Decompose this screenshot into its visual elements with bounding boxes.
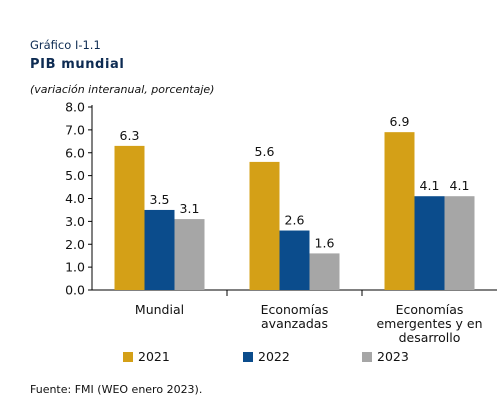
bar-2021 — [384, 132, 415, 290]
y-tick-label: 7.0 — [65, 122, 85, 137]
bar-2023 — [309, 253, 340, 290]
bar-2022 — [414, 196, 445, 290]
chart-source: Fuente: FMI (WEO enero 2023). — [30, 383, 203, 396]
y-tick-label: 4.0 — [65, 191, 85, 206]
x-category-label: avanzadas — [261, 316, 328, 331]
bar-data-label: 1.6 — [315, 235, 335, 250]
y-tick-label: 2.0 — [65, 237, 85, 252]
chart-title: PIB mundial — [30, 57, 125, 72]
chart-kicker: Gráfico I-1.1 — [30, 38, 101, 52]
x-category-label: Economías — [396, 302, 464, 317]
chart-subtitle: (variación interanual, porcentaje) — [30, 83, 215, 96]
legend-label: 2023 — [377, 349, 409, 364]
y-tick-label: 8.0 — [65, 100, 85, 115]
legend-label: 2021 — [138, 349, 170, 364]
legend-swatch-2023 — [362, 352, 372, 362]
bar-data-label: 3.1 — [180, 201, 200, 216]
legend-swatch-2022 — [243, 352, 253, 362]
y-tick-label: 6.0 — [65, 145, 85, 160]
bar-data-label: 6.3 — [120, 128, 140, 143]
bar-2022 — [279, 230, 310, 290]
legend-swatch-2021 — [123, 352, 133, 362]
bar-data-label: 2.6 — [285, 213, 305, 228]
y-tick-label: 5.0 — [65, 168, 85, 183]
bar-2022 — [144, 209, 175, 290]
y-tick-label: 0.0 — [65, 283, 85, 298]
x-category-label: Economías — [261, 302, 329, 317]
x-category-label: Mundial — [135, 302, 184, 317]
bar-data-label: 4.1 — [420, 178, 440, 193]
bar-data-label: 4.1 — [450, 178, 470, 193]
bar-data-label: 5.6 — [255, 144, 275, 159]
bar-2021 — [114, 145, 145, 290]
x-category-label: desarrollo — [399, 330, 461, 345]
bar-2023 — [174, 219, 205, 290]
y-tick-label: 1.0 — [65, 260, 85, 275]
bar-2023 — [444, 196, 475, 290]
x-category-label: emergentes y en — [376, 316, 482, 331]
bar-data-label: 3.5 — [150, 192, 170, 207]
legend-label: 2022 — [258, 349, 290, 364]
bar-2021 — [249, 161, 280, 290]
bar-data-label: 6.9 — [390, 114, 410, 129]
y-tick-label: 3.0 — [65, 214, 85, 229]
